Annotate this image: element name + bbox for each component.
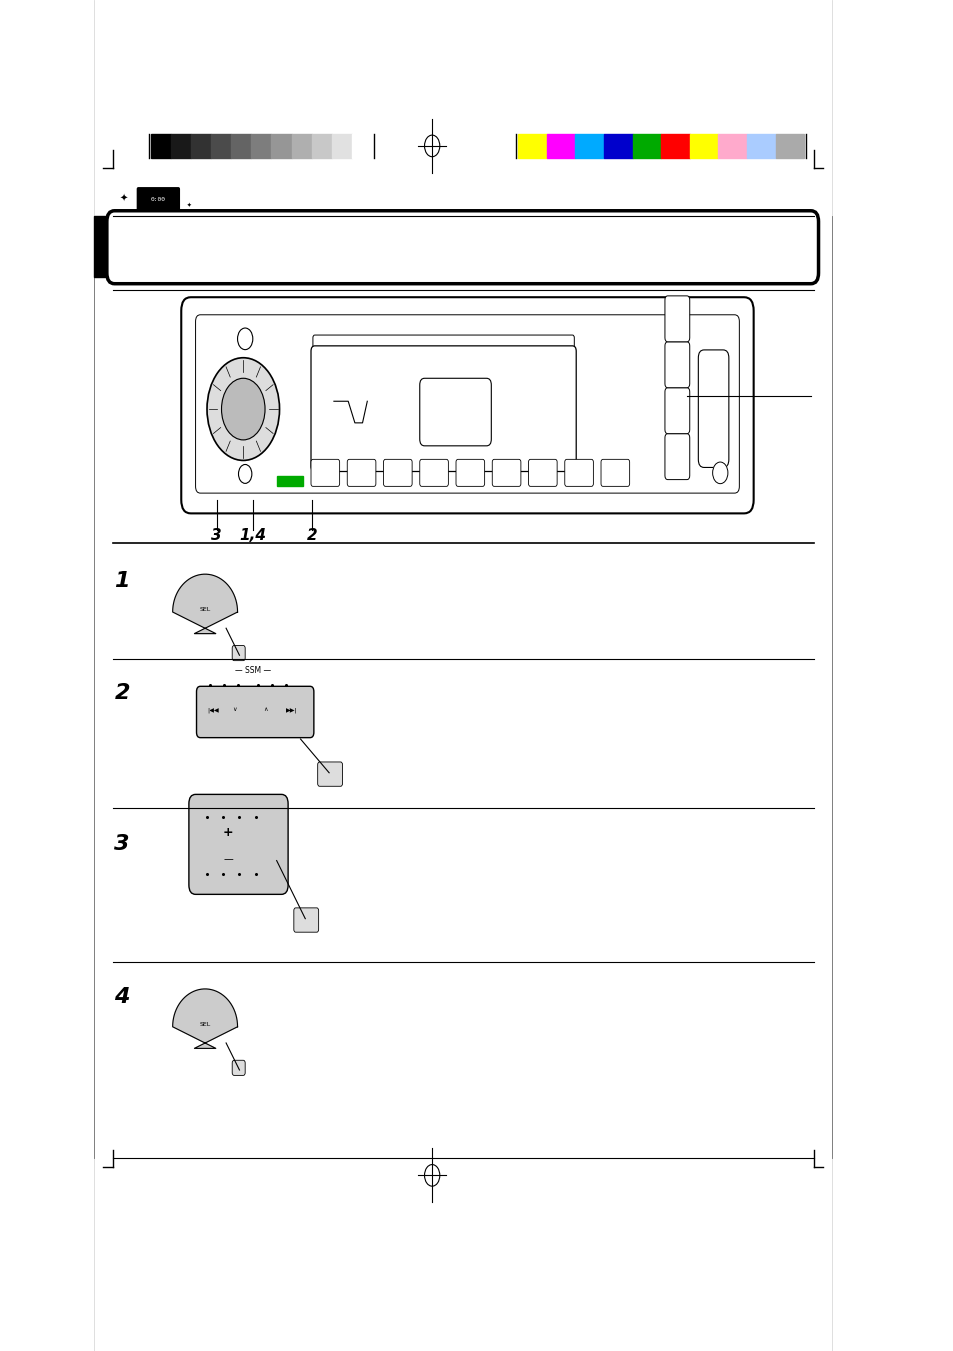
Bar (251, 134, 272, 158)
Polygon shape (172, 989, 237, 1048)
Bar (632, 134, 660, 158)
FancyBboxPatch shape (528, 459, 557, 486)
FancyBboxPatch shape (492, 459, 520, 486)
Text: 1: 1 (114, 571, 130, 590)
FancyBboxPatch shape (564, 459, 593, 486)
Bar (272, 134, 292, 158)
FancyBboxPatch shape (195, 315, 739, 493)
Text: 0:00: 0:00 (151, 197, 166, 203)
FancyBboxPatch shape (698, 350, 728, 467)
FancyBboxPatch shape (294, 908, 318, 932)
Bar (689, 134, 718, 158)
Bar (775, 134, 803, 158)
Bar (276, 476, 303, 486)
FancyBboxPatch shape (232, 646, 245, 661)
Bar (312, 134, 332, 158)
Text: 2: 2 (114, 684, 130, 703)
Circle shape (238, 465, 252, 484)
Text: SEL: SEL (199, 607, 211, 612)
Circle shape (237, 328, 253, 350)
Text: 2: 2 (306, 528, 317, 543)
FancyBboxPatch shape (313, 335, 574, 357)
FancyBboxPatch shape (181, 297, 753, 513)
Bar (546, 134, 575, 158)
FancyBboxPatch shape (311, 459, 339, 486)
FancyBboxPatch shape (456, 459, 484, 486)
Bar (332, 134, 352, 158)
FancyBboxPatch shape (347, 459, 375, 486)
FancyBboxPatch shape (137, 188, 179, 212)
Bar (660, 134, 689, 158)
Text: 4: 4 (114, 988, 130, 1006)
Text: SEL: SEL (199, 1021, 211, 1027)
FancyBboxPatch shape (419, 459, 448, 486)
Bar (94, 216, 118, 277)
Bar (191, 134, 211, 158)
Bar (575, 134, 603, 158)
Bar (211, 134, 231, 158)
Bar (517, 134, 546, 158)
FancyBboxPatch shape (664, 296, 689, 342)
Text: ∨: ∨ (233, 708, 236, 712)
Bar (718, 134, 746, 158)
FancyBboxPatch shape (311, 346, 576, 471)
Circle shape (207, 358, 279, 461)
Text: ✦: ✦ (120, 193, 128, 204)
Text: 3: 3 (114, 835, 130, 854)
FancyBboxPatch shape (383, 459, 412, 486)
Circle shape (712, 462, 727, 484)
Bar (352, 134, 372, 158)
FancyBboxPatch shape (664, 434, 689, 480)
Text: ✦: ✦ (187, 203, 191, 208)
Bar (151, 134, 171, 158)
Bar (231, 134, 251, 158)
FancyBboxPatch shape (189, 794, 288, 894)
Polygon shape (172, 574, 237, 634)
Text: ▶▶|: ▶▶| (286, 707, 297, 713)
Circle shape (221, 378, 265, 440)
Text: — SSM —: — SSM — (234, 666, 271, 674)
Bar (171, 134, 191, 158)
FancyBboxPatch shape (232, 1061, 245, 1075)
Text: 3: 3 (211, 528, 222, 543)
FancyBboxPatch shape (107, 211, 818, 284)
Text: ∧: ∧ (263, 708, 267, 712)
FancyBboxPatch shape (317, 762, 342, 786)
Text: +: + (223, 825, 233, 839)
Bar (603, 134, 632, 158)
FancyBboxPatch shape (600, 459, 629, 486)
Text: |◀◀: |◀◀ (207, 707, 218, 713)
Text: 1,4: 1,4 (239, 528, 266, 543)
FancyBboxPatch shape (196, 686, 314, 738)
Bar (746, 134, 775, 158)
Bar (292, 134, 312, 158)
FancyBboxPatch shape (664, 342, 689, 388)
Text: —: — (223, 854, 233, 865)
FancyBboxPatch shape (664, 388, 689, 434)
FancyBboxPatch shape (419, 378, 491, 446)
